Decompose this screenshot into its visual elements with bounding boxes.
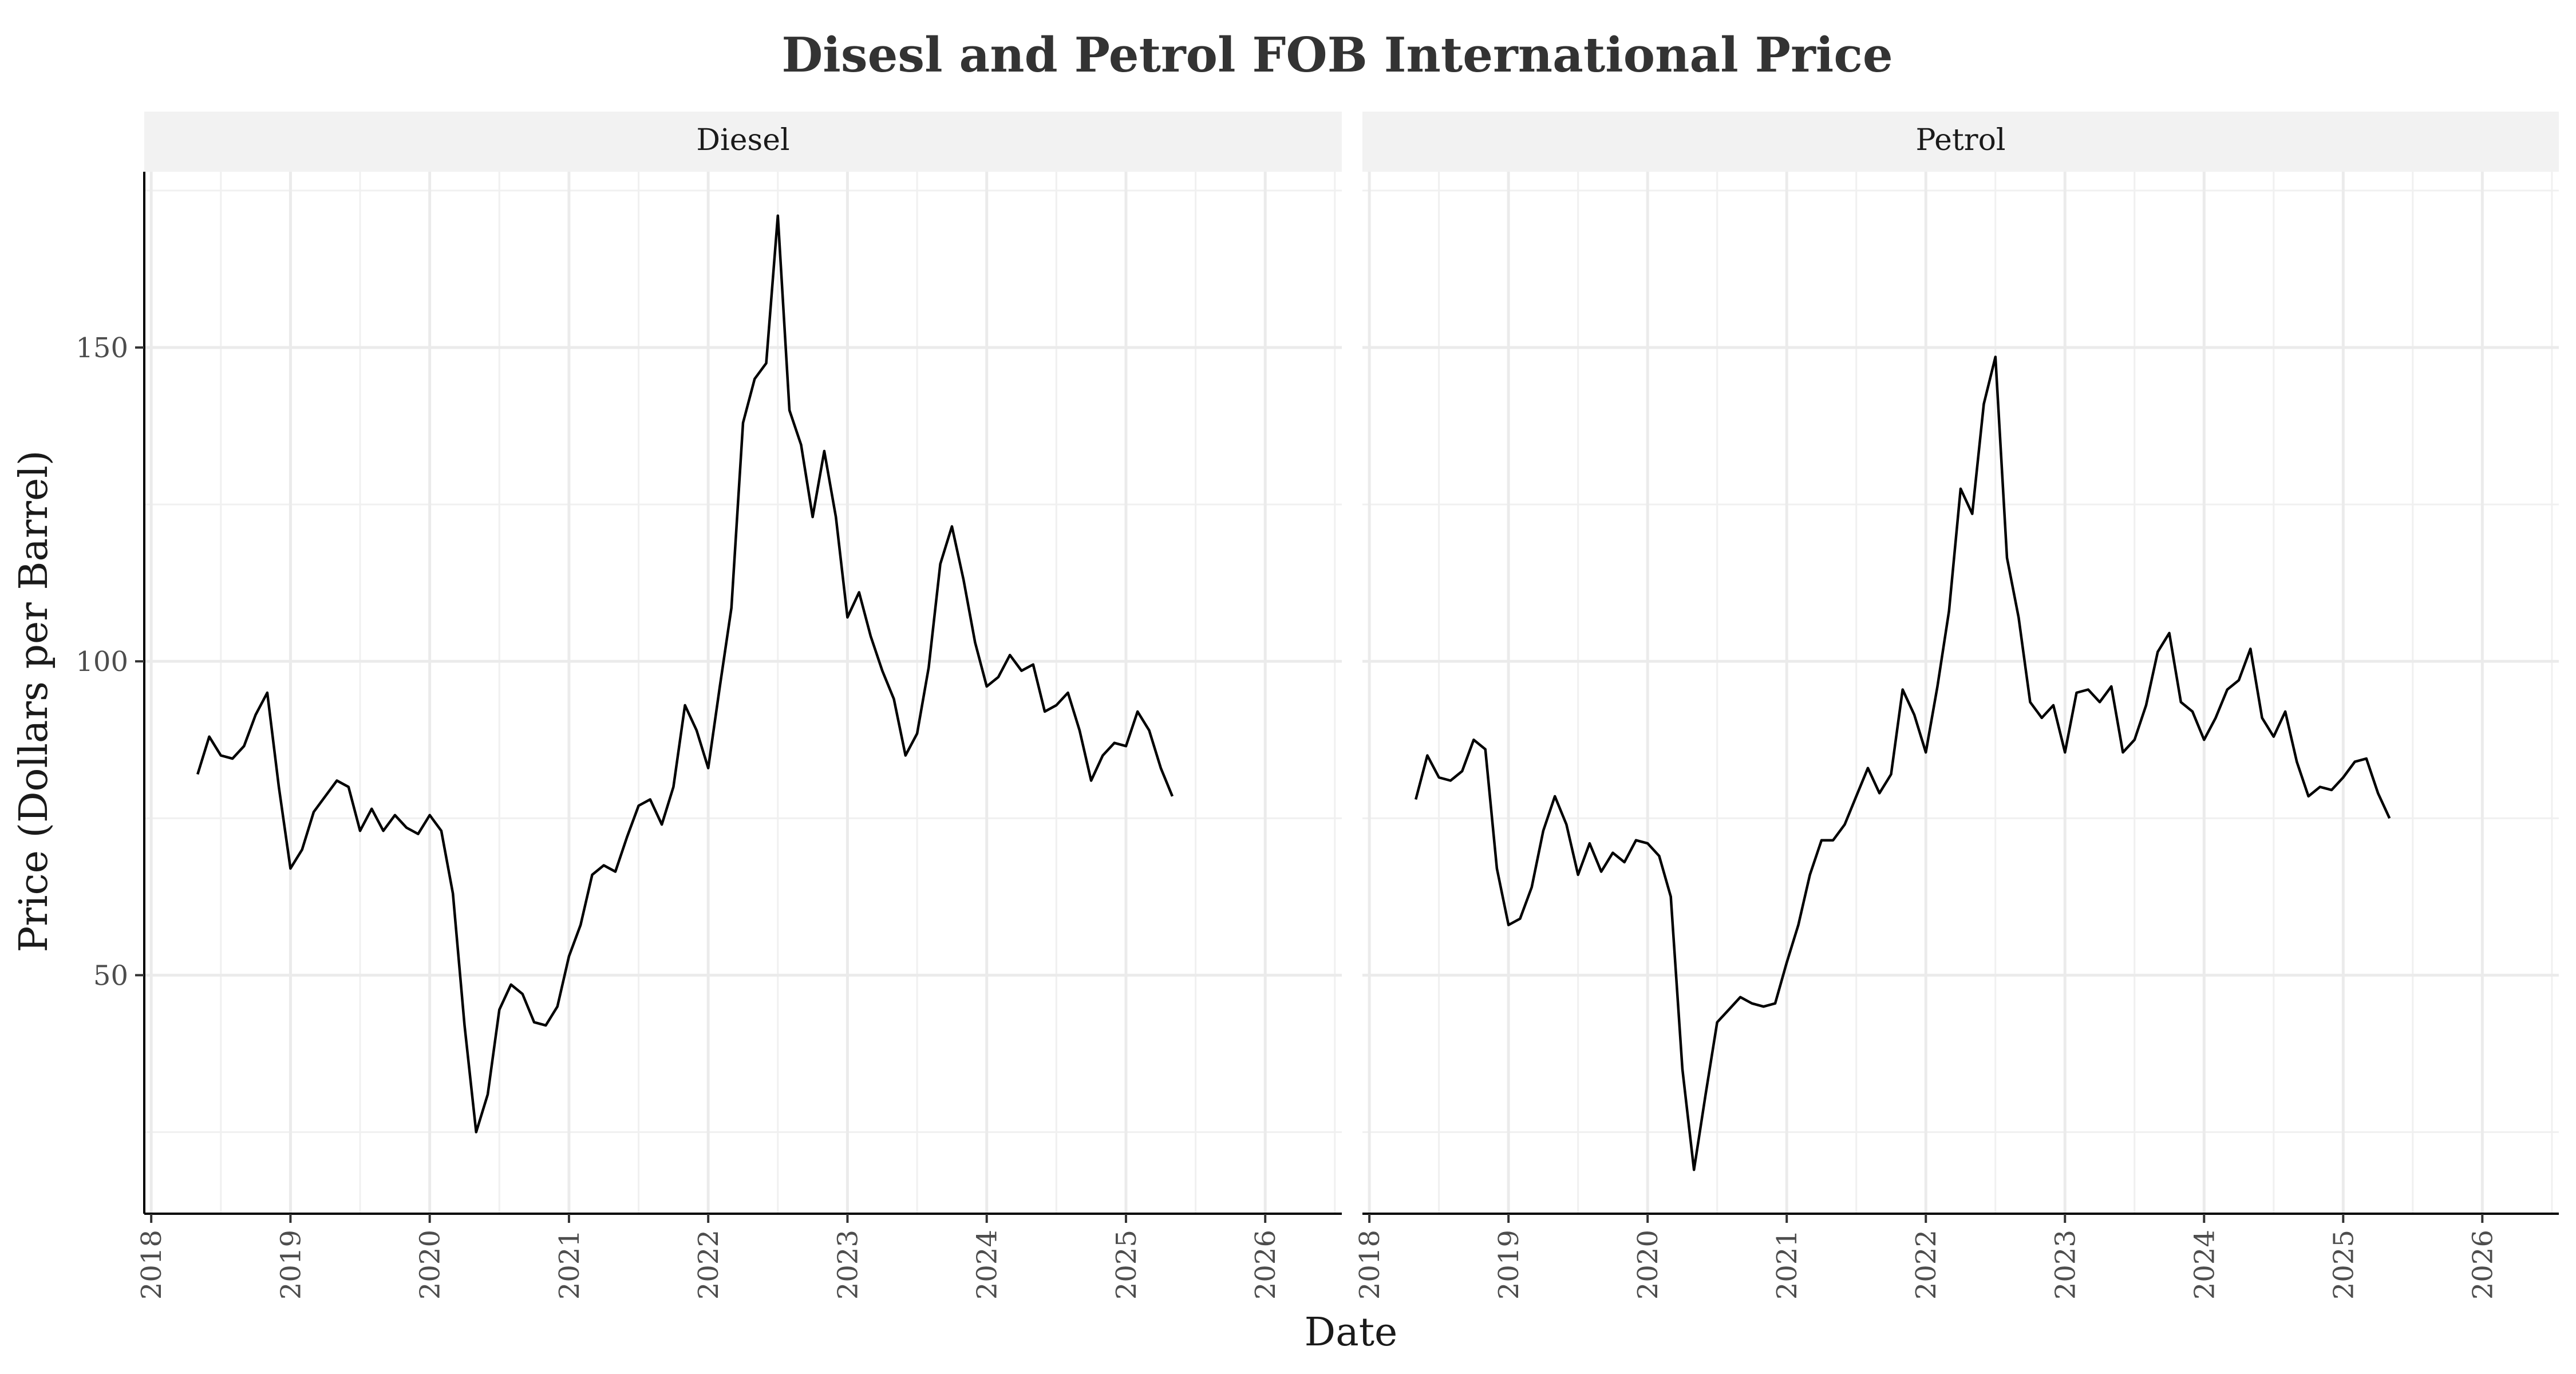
x-tick-label: 2023 <box>2049 1230 2081 1300</box>
series-line-diesel <box>196 214 1174 1134</box>
x-tick-label: 2018 <box>136 1230 168 1300</box>
x-tick-label: 2020 <box>414 1230 447 1300</box>
y-axis-title: Price (Dollars per Barrel) <box>11 451 57 953</box>
x-tick-label: 2026 <box>2467 1230 2499 1300</box>
y-tick-label: 150 <box>76 332 128 364</box>
panel-petrol: Petrol 2018 2019 2020 2021 2022 2023 2024 2025 20… <box>1354 112 2559 1300</box>
facet-panels: Diesel 2018 2019 2020 2021 2022 2023 2024 2025 20… <box>76 112 2559 1300</box>
facet-label-diesel: Diesel <box>696 123 789 157</box>
x-tick-label: 2019 <box>1493 1230 1525 1300</box>
x-tick-label: 2024 <box>971 1230 1003 1300</box>
x-tick-label: 2019 <box>275 1230 307 1300</box>
facet-strip-petrol <box>1362 112 2559 172</box>
x-tick-label: 2023 <box>832 1230 864 1300</box>
x-tick-label: 2022 <box>1910 1230 1942 1300</box>
x-tick-label: 2018 <box>1354 1230 1386 1300</box>
facet-label-petrol: Petrol <box>1915 123 2005 157</box>
series-line-petrol <box>1415 356 2391 1171</box>
x-tick-label: 2025 <box>1111 1230 1143 1300</box>
panel-diesel: Diesel 2018 2019 2020 2021 2022 2023 2024 2025 20… <box>76 112 1342 1300</box>
x-tick-label: 2026 <box>1250 1230 1282 1300</box>
y-tick-label: 100 <box>76 646 128 678</box>
y-tick-label: 50 <box>93 960 128 992</box>
x-tick-label: 2021 <box>554 1230 586 1300</box>
x-tick-label: 2022 <box>693 1230 725 1300</box>
facet-strip-diesel <box>144 112 1342 172</box>
x-tick-label: 2025 <box>2328 1230 2360 1300</box>
x-tick-label: 2021 <box>1771 1230 1803 1300</box>
chart-title: Disesl and Petrol FOB International Pric… <box>781 27 1893 83</box>
x-tick-label: 2020 <box>1632 1230 1664 1300</box>
x-axis-title: Date <box>1305 1310 1398 1355</box>
x-tick-label: 2024 <box>2188 1230 2221 1300</box>
